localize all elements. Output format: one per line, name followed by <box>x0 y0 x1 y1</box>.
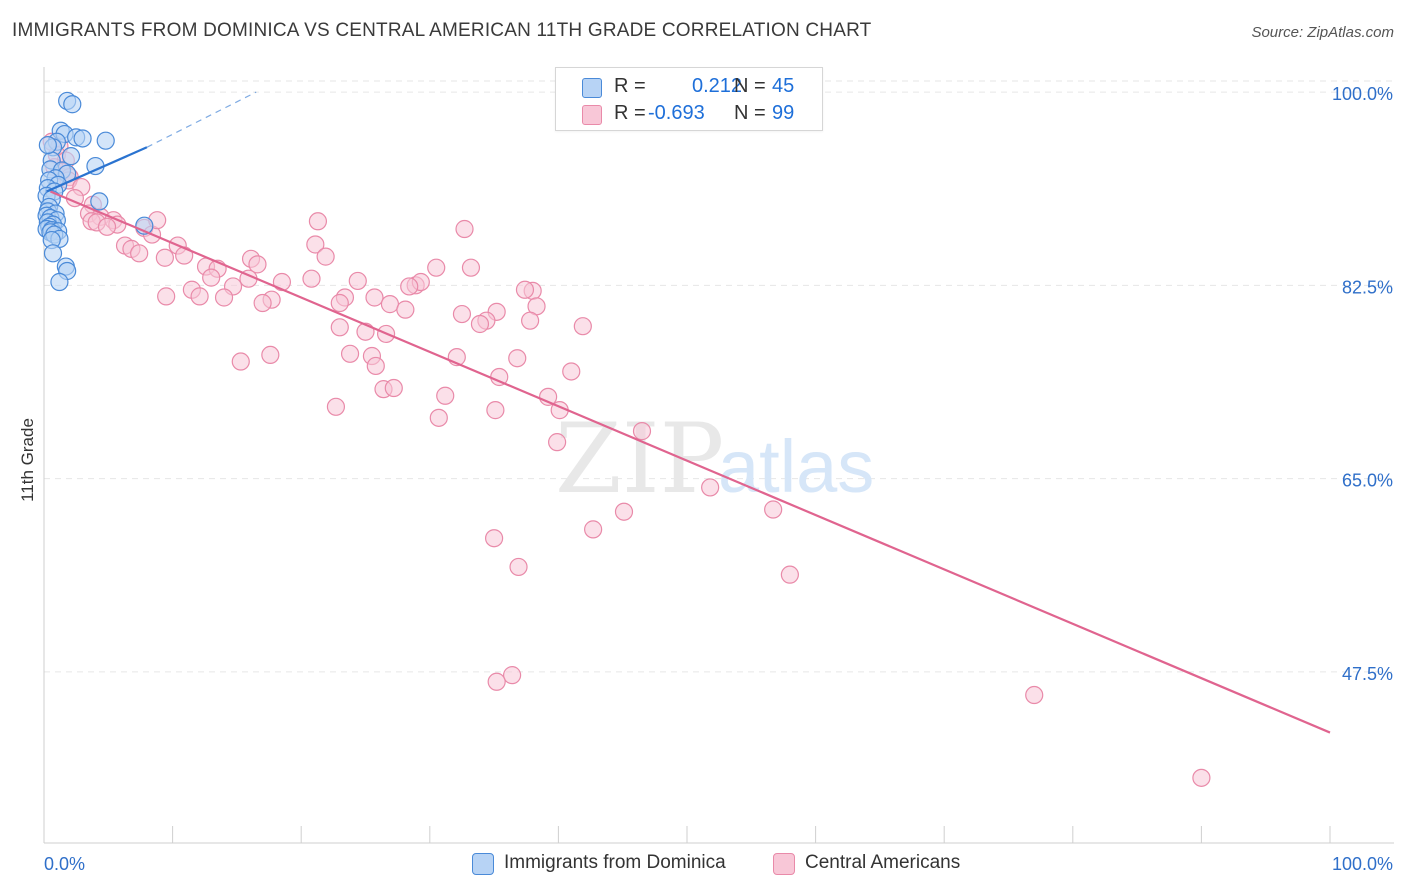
data-point-central-americans <box>503 666 522 685</box>
data-point-central-americans <box>509 557 528 577</box>
trend-lines <box>46 91 1331 734</box>
n-value: 45 <box>772 75 795 97</box>
trend-line-dominica-extension <box>146 91 257 148</box>
y-tick-label: 100.0% <box>1332 84 1393 104</box>
data-point-central-americans <box>380 295 400 314</box>
data-point-central-americans <box>548 433 567 452</box>
blue-swatch <box>582 78 602 98</box>
n-value: 99 <box>772 102 795 124</box>
data-point-central-americans <box>780 565 799 584</box>
n-label: N = <box>734 75 766 97</box>
series-central-americans <box>42 132 1211 787</box>
y-tick-label: 82.5% <box>1342 277 1393 297</box>
trend-line-central-americans <box>50 190 1331 734</box>
data-point-central-americans <box>130 244 149 263</box>
data-point-central-americans <box>614 502 634 521</box>
legend-label: Immigrants from Dominica <box>504 852 726 873</box>
x-tick-label: 0.0% <box>44 854 85 874</box>
data-point-central-americans <box>253 293 272 313</box>
data-point-central-americans <box>584 520 603 539</box>
stats-row-blue: R = 0.212 N = 45 <box>556 72 822 102</box>
data-point-central-americans <box>436 386 455 405</box>
data-point-central-americans <box>202 268 221 287</box>
data-point-central-americans <box>330 318 349 337</box>
data-point-central-americans <box>365 288 384 307</box>
watermark: ZIP atlas <box>555 403 874 515</box>
data-point-central-americans <box>470 314 490 334</box>
data-point-central-americans <box>400 277 419 296</box>
n-label: N = <box>734 102 766 124</box>
data-point-central-americans <box>1192 768 1211 787</box>
data-point-dominica <box>96 131 115 150</box>
data-point-central-americans <box>97 217 117 236</box>
data-point-central-americans <box>486 401 505 420</box>
trend-line-dominica <box>46 146 148 193</box>
r-value: -0.693 <box>648 102 705 124</box>
data-point-central-americans <box>485 529 504 548</box>
data-point-central-americans <box>515 280 535 299</box>
r-value: 0.212 <box>692 75 743 97</box>
watermark-atlas: atlas <box>718 425 874 508</box>
data-point-dominica <box>73 129 92 148</box>
data-point-dominica <box>61 147 81 166</box>
legend-label: Central Americans <box>805 852 961 873</box>
data-point-dominica <box>43 244 63 263</box>
y-tick-label: 65.0% <box>1342 471 1393 491</box>
x-tick-label: 100.0% <box>1332 854 1393 874</box>
data-point-central-americans <box>340 344 360 363</box>
data-point-central-americans <box>190 287 209 306</box>
data-point-central-americans <box>427 258 446 277</box>
data-point-dominica <box>50 272 69 292</box>
data-point-dominica <box>90 192 109 211</box>
y-tick-label: 47.5% <box>1342 664 1393 684</box>
data-point-central-americans <box>308 212 328 231</box>
data-point-central-americans <box>701 478 720 497</box>
data-point-central-americans <box>326 397 346 416</box>
data-point-central-americans <box>330 293 349 313</box>
data-point-central-americans <box>455 219 474 239</box>
data-point-central-americans <box>521 311 540 330</box>
data-point-central-americans <box>348 271 367 291</box>
data-point-central-americans <box>487 672 506 691</box>
source-label: Source: ZipAtlas.com <box>1251 24 1394 41</box>
watermark-zip: ZIP <box>555 403 724 515</box>
data-point-central-americans <box>384 378 403 398</box>
stats-row-pink: R = -0.693 N = 99 <box>556 99 822 129</box>
data-point-central-americans <box>1025 685 1044 705</box>
data-point-central-americans <box>573 317 592 336</box>
chart-title: IMMIGRANTS FROM DOMINICA VS CENTRAL AMER… <box>12 20 872 41</box>
data-point-central-americans <box>302 269 321 288</box>
data-point-central-americans <box>461 258 481 277</box>
grid-lines <box>44 80 1394 673</box>
data-point-central-americans <box>632 422 652 441</box>
data-point-central-americans <box>157 287 176 306</box>
pink-swatch <box>582 105 602 125</box>
data-point-dominica <box>63 95 82 114</box>
data-point-dominica <box>38 135 57 155</box>
data-point-central-americans <box>231 352 250 371</box>
data-point-central-americans <box>214 288 234 307</box>
data-point-central-americans <box>155 248 174 267</box>
r-label: R = <box>614 102 646 124</box>
r-label: R = <box>614 75 646 97</box>
data-point-central-americans <box>316 247 335 266</box>
data-point-central-americans <box>306 235 325 254</box>
legend-swatch-blue <box>472 853 494 875</box>
stats-box: R = 0.212 N = 45 R = -0.693 N = 99 <box>555 67 823 131</box>
data-point-central-americans <box>366 356 385 376</box>
data-point-central-americans <box>508 349 527 368</box>
data-point-central-americans <box>764 500 783 519</box>
data-point-central-americans <box>248 255 267 274</box>
data-point-central-americans <box>396 300 415 319</box>
legend-swatch-pink <box>773 853 795 875</box>
data-point-central-americans <box>562 362 581 381</box>
tick-labels: 47.5% 65.0% 82.5% 100.0% 0.0% 100.0% <box>44 84 1393 874</box>
data-point-central-americans <box>452 304 472 324</box>
y-axis-label: 11th Grade <box>18 418 37 502</box>
data-point-central-americans <box>261 345 280 365</box>
data-point-central-americans <box>429 408 448 427</box>
